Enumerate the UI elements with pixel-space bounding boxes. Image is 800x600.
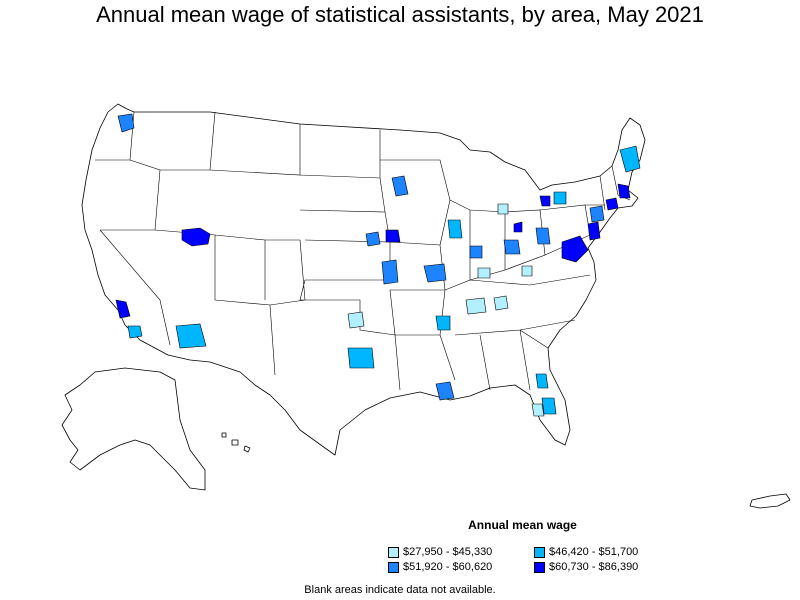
- legend-swatch: [534, 546, 545, 558]
- wage-area-highest: [513, 221, 523, 233]
- wage-area-low: [497, 203, 509, 215]
- legend-label: $60,730 - $86,390: [549, 561, 639, 573]
- wage-area-high: [535, 227, 551, 245]
- wage-area-high: [435, 381, 455, 401]
- wage-area-mid: [535, 373, 549, 389]
- legend-label: $27,950 - $45,330: [403, 546, 493, 558]
- wage-area-mid: [435, 315, 451, 331]
- wage-area-highest: [561, 235, 589, 263]
- wage-area-mid: [541, 397, 557, 415]
- legend-swatch: [388, 561, 399, 573]
- wage-area-low: [521, 265, 533, 277]
- wage-area-high: [589, 205, 605, 223]
- wage-area-low: [477, 267, 491, 279]
- wage-area-highest: [539, 195, 551, 207]
- wage-area-mid: [447, 219, 463, 239]
- wage-area-mid: [127, 325, 143, 339]
- legend-label: $51,920 - $60,620: [403, 561, 493, 573]
- legend-item-4: $60,730 - $86,390: [534, 561, 638, 573]
- legend-item-3: $51,920 - $60,620: [388, 561, 492, 573]
- wage-area-mid: [175, 323, 207, 349]
- wage-area-high: [391, 175, 409, 197]
- wage-area-low: [347, 311, 365, 329]
- wage-area-highest: [587, 221, 601, 241]
- wage-area-high: [365, 231, 381, 247]
- puerto-rico-outline: [749, 493, 791, 509]
- wage-area-mid: [347, 347, 375, 369]
- wage-area-mid: [553, 191, 567, 205]
- wage-area-highest: [115, 299, 131, 319]
- legend-item-2: $46,420 - $51,700: [534, 546, 638, 558]
- legend-item-1: $27,950 - $45,330: [388, 546, 492, 558]
- wage-area-high: [503, 239, 521, 255]
- legend-swatch: [534, 561, 545, 573]
- wage-area-low: [465, 297, 487, 315]
- wage-area-high: [469, 245, 483, 259]
- hawaii-islands: [221, 432, 251, 453]
- wage-area-high: [117, 113, 135, 133]
- wage-area-mid: [619, 145, 641, 173]
- map-title: Annual mean wage of statistical assistan…: [96, 2, 704, 27]
- wage-area-high: [423, 263, 447, 283]
- legend-swatch: [388, 546, 399, 558]
- legend-title: Annual mean wage: [468, 518, 577, 532]
- wage-area-highest: [181, 227, 211, 247]
- wage-area-low: [493, 295, 509, 311]
- footnote: Blank areas indicate data not available.: [304, 584, 496, 596]
- wage-area-highest: [385, 229, 401, 243]
- wage-area-highest: [605, 197, 619, 211]
- wage-area-highest: [617, 183, 631, 199]
- contiguous-us-outline: [81, 103, 646, 456]
- wage-area-low: [531, 403, 545, 417]
- legend-label: $46,420 - $51,700: [549, 546, 639, 558]
- wage-area-high: [381, 259, 399, 285]
- alaska-outline: [61, 367, 206, 491]
